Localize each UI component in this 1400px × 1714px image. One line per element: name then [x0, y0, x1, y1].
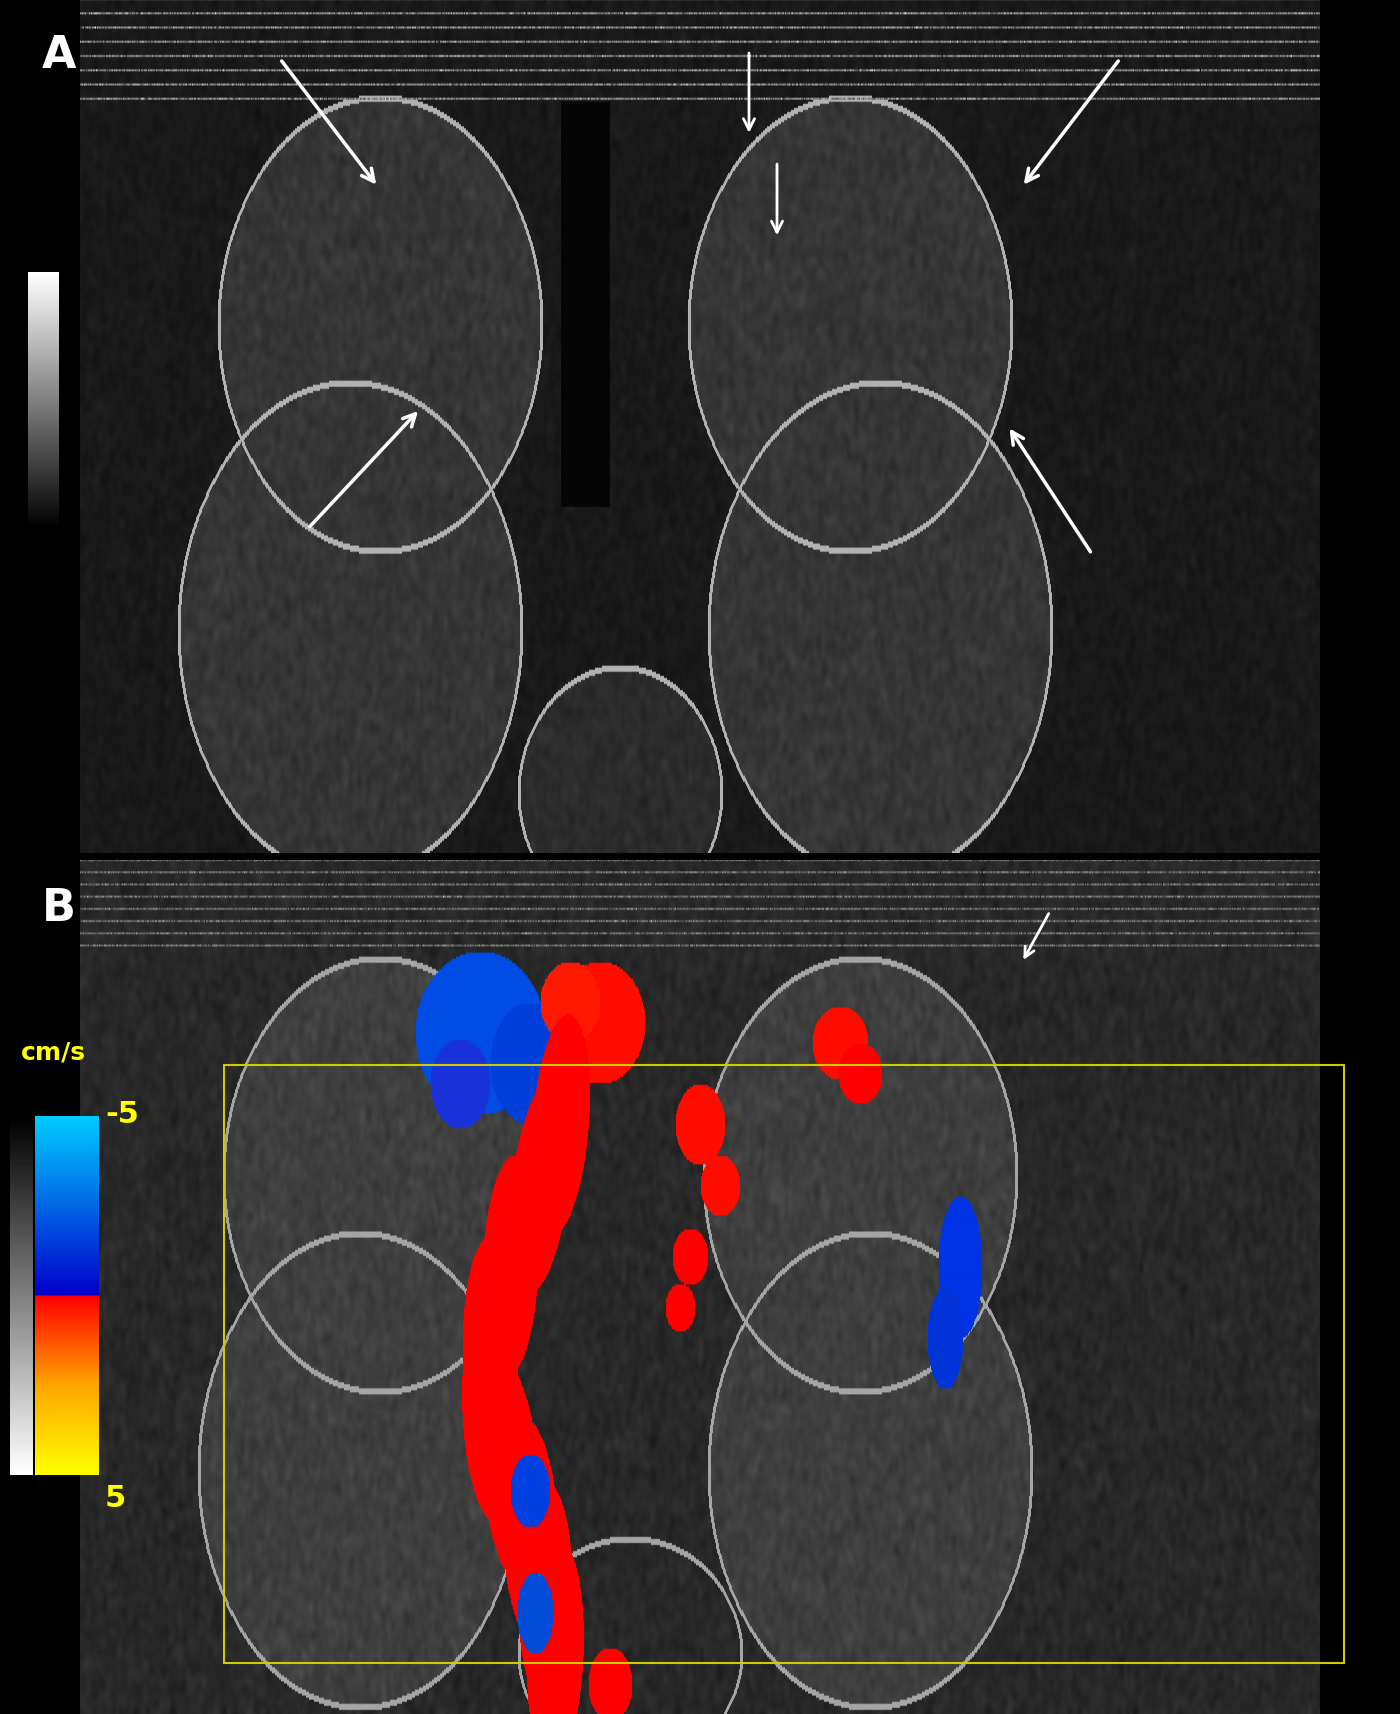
Text: 5: 5: [105, 1484, 126, 1512]
Text: A: A: [42, 34, 77, 77]
Text: -5: -5: [105, 1099, 139, 1128]
Bar: [224, 1066, 1344, 1663]
Text: B: B: [42, 886, 76, 929]
Text: cm/s: cm/s: [21, 1040, 85, 1064]
